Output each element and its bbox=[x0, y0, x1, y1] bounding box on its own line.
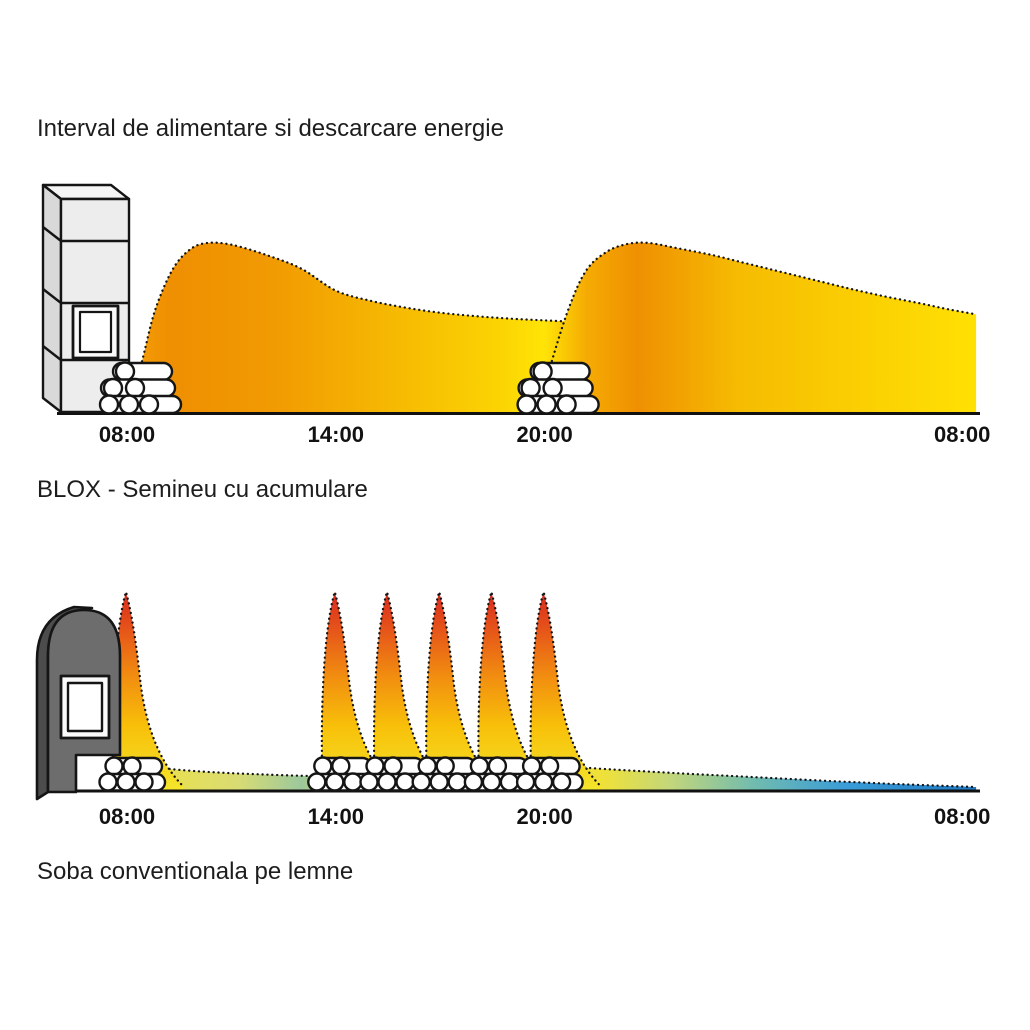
wood-log-end bbox=[383, 756, 403, 776]
heat-spike-dotted-edge bbox=[320, 587, 394, 792]
wood-pile bbox=[359, 756, 428, 792]
heater-side-face bbox=[41, 183, 63, 414]
bottom-axis-label-1400: 14:00 bbox=[307, 804, 364, 829]
wood-log-end bbox=[343, 772, 363, 792]
wood-log-end bbox=[98, 394, 120, 415]
wood-log-end bbox=[516, 394, 537, 415]
wood-log-end bbox=[102, 377, 124, 399]
wood-log-end bbox=[331, 756, 351, 776]
wood-log-end bbox=[532, 361, 553, 382]
wood-log-end bbox=[447, 772, 467, 792]
wood-log-end bbox=[134, 772, 154, 792]
wood-log-end bbox=[98, 772, 118, 792]
top-axis-label-0800-next: 08:00 bbox=[934, 422, 991, 447]
wood-log-end bbox=[114, 361, 136, 382]
wood-log-end bbox=[551, 772, 572, 792]
heat-spike-dotted-edge bbox=[372, 587, 447, 792]
wood-log-end bbox=[521, 756, 542, 776]
heat-spike-dotted-edge bbox=[529, 587, 603, 792]
wood-log-end bbox=[395, 772, 415, 792]
top-axis-label-2000: 20:00 bbox=[516, 422, 573, 447]
wood-log-end bbox=[536, 394, 557, 415]
top-axis-label-1400: 14:00 bbox=[307, 422, 364, 447]
top-wood-piles bbox=[98, 361, 600, 415]
stove-heat-spikes bbox=[111, 587, 603, 792]
heat-spike bbox=[374, 592, 445, 790]
wood-log-end bbox=[411, 772, 431, 792]
wood-log-end bbox=[365, 756, 385, 776]
wood-log-end bbox=[313, 756, 333, 776]
heat-spike-dotted-edge bbox=[425, 587, 499, 792]
heat-spike bbox=[478, 592, 550, 790]
wood-pile bbox=[516, 361, 600, 415]
blox-caption: BLOX - Semineu cu acumulare bbox=[37, 476, 368, 503]
heat-spike bbox=[530, 592, 602, 790]
wood-log-end bbox=[481, 772, 502, 792]
wood-log-end bbox=[542, 377, 563, 399]
wood-log-end bbox=[359, 772, 379, 792]
wood-pile bbox=[411, 756, 480, 792]
heat-spike-dotted-edge bbox=[477, 587, 551, 792]
wood-log-end bbox=[469, 756, 490, 776]
wood-log-end bbox=[307, 772, 327, 792]
bottom-axis-label-0800: 08:00 bbox=[98, 804, 156, 829]
wood-log-end bbox=[515, 772, 536, 792]
wood-log-end bbox=[520, 377, 541, 399]
heater-block-divider-side bbox=[42, 288, 62, 304]
wood-log-end bbox=[463, 772, 484, 792]
bottom-axis-label-0800-next: 08:00 bbox=[934, 804, 991, 829]
bottom-wood-piles bbox=[98, 756, 584, 792]
heat-hump bbox=[127, 242, 580, 413]
wood-pile bbox=[463, 756, 532, 792]
wood-pile bbox=[98, 756, 167, 792]
heat-spike bbox=[426, 592, 498, 790]
top-axis-label-0800: 08:00 bbox=[98, 422, 156, 447]
wood-stove-illustration bbox=[35, 605, 122, 801]
wood-log-end bbox=[138, 394, 160, 415]
wood-log-end bbox=[435, 756, 455, 776]
blox-heat-curve bbox=[125, 241, 978, 415]
stove-window-glass bbox=[66, 681, 104, 733]
wood-log-end bbox=[417, 756, 437, 776]
heater-window-glass bbox=[78, 310, 113, 354]
heat-hump-dotted-edge bbox=[125, 241, 581, 415]
wood-log-end bbox=[429, 772, 449, 792]
wood-log-end bbox=[533, 772, 554, 792]
wood-pile bbox=[98, 361, 183, 415]
wood-log-end bbox=[499, 772, 520, 792]
heat-spike bbox=[113, 592, 184, 790]
wood-log-end bbox=[116, 772, 136, 792]
bottom-axis-label-2000: 20:00 bbox=[516, 804, 573, 829]
wood-log-end bbox=[122, 756, 142, 776]
wood-log-end bbox=[539, 756, 560, 776]
heater-block-divider-side bbox=[42, 345, 62, 361]
wood-log-end bbox=[325, 772, 345, 792]
wood-pile bbox=[515, 756, 584, 792]
heat-spike bbox=[321, 592, 393, 790]
wood-log-end bbox=[118, 394, 140, 415]
wood-log-end bbox=[124, 377, 146, 399]
wood-log-end bbox=[556, 394, 577, 415]
bottom-chart-title: Soba conventionala pe lemne bbox=[37, 858, 354, 885]
heater-block-divider-side bbox=[42, 226, 62, 242]
heat-hump-dotted-edge bbox=[536, 241, 978, 415]
wood-log-end bbox=[104, 756, 124, 776]
heat-hump bbox=[537, 242, 977, 413]
wood-log-end bbox=[487, 756, 508, 776]
wood-log-end bbox=[377, 772, 397, 792]
top-chart-title: Interval de alimentare si descarcare ene… bbox=[37, 115, 504, 142]
